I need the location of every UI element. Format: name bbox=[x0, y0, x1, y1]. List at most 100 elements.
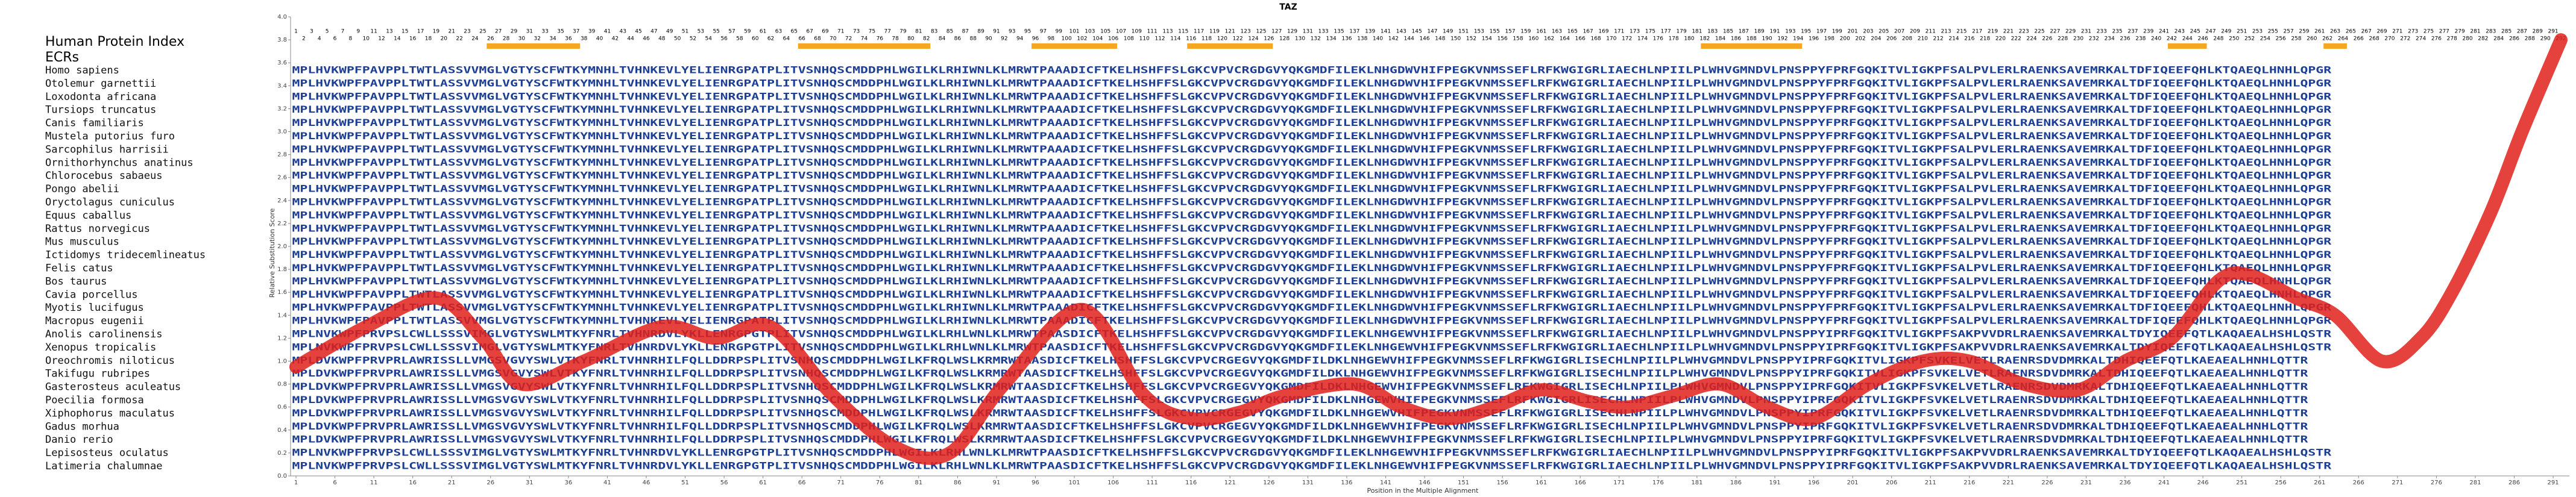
x-tick-label: 121 bbox=[1224, 480, 1236, 486]
x-tick-label: 246 bbox=[2197, 480, 2209, 486]
index-number: 240 bbox=[2151, 36, 2161, 42]
x-tick-label: 181 bbox=[1691, 480, 1702, 486]
x-tick-label: 236 bbox=[2119, 480, 2130, 486]
index-number: 274 bbox=[2416, 36, 2426, 42]
species-name: Otolemur garnettii bbox=[45, 78, 156, 90]
index-number: 136 bbox=[1341, 36, 1352, 42]
index-number: 105 bbox=[1100, 29, 1110, 35]
index-number: 82 bbox=[923, 36, 930, 42]
index-number: 32 bbox=[534, 36, 541, 42]
sequence: MPLDVKWPFPRVPRLAWRISSLLVMGSVGVYSWLVTKYFN… bbox=[292, 394, 2308, 405]
index-number: 225 bbox=[2034, 29, 2044, 35]
x-tick-label: 276 bbox=[2431, 480, 2442, 486]
species-name: Bos taurus bbox=[45, 275, 107, 287]
y-tick-label: 3.0 bbox=[277, 129, 287, 136]
sequence: MPLDVKWPFPRVPRLAWRISSLLVMGSVGVYSWLVTKYFN… bbox=[292, 420, 2308, 432]
x-tick-label: 36 bbox=[565, 480, 573, 486]
index-number: 81 bbox=[915, 29, 922, 35]
index-number: 50 bbox=[674, 36, 681, 42]
index-number: 145 bbox=[1412, 29, 1422, 35]
index-number: 203 bbox=[1863, 29, 1873, 35]
x-tick-label: 131 bbox=[1302, 480, 1314, 486]
y-tick-label: 2.8 bbox=[277, 152, 287, 158]
y-tick-label: 3.6 bbox=[277, 60, 287, 66]
index-number: 178 bbox=[1669, 36, 1679, 42]
x-tick-label: 21 bbox=[448, 480, 456, 486]
index-number: 121 bbox=[1225, 29, 1235, 35]
index-number: 30 bbox=[518, 36, 526, 42]
index-number: 84 bbox=[939, 36, 946, 42]
index-number: 227 bbox=[2050, 29, 2060, 35]
index-number: 137 bbox=[1349, 29, 1359, 35]
y-tick-label: 2.2 bbox=[277, 220, 287, 227]
index-number: 59 bbox=[744, 29, 751, 35]
index-number: 25 bbox=[479, 29, 486, 35]
index-number: 285 bbox=[2501, 29, 2511, 35]
index-number: 182 bbox=[1699, 36, 1710, 42]
index-number: 262 bbox=[2322, 36, 2332, 42]
index-number: 119 bbox=[1209, 29, 1220, 35]
index-number: 109 bbox=[1132, 29, 1142, 35]
index-number: 254 bbox=[2260, 36, 2270, 42]
index-number: 241 bbox=[2159, 29, 2169, 35]
index-number: 288 bbox=[2525, 36, 2535, 42]
index-number: 276 bbox=[2431, 36, 2442, 42]
index-number: 117 bbox=[1194, 29, 1204, 35]
index-number: 163 bbox=[1552, 29, 1562, 35]
index-number: 78 bbox=[892, 36, 899, 42]
species-name: Chlorocebus sabaeus bbox=[45, 170, 162, 182]
index-number: 171 bbox=[1614, 29, 1624, 35]
index-number: 80 bbox=[907, 36, 915, 42]
index-number: 126 bbox=[1264, 36, 1274, 42]
index-number: 207 bbox=[1894, 29, 1904, 35]
index-number: 21 bbox=[448, 29, 455, 35]
index-number: 99 bbox=[1056, 29, 1063, 35]
index-number: 112 bbox=[1154, 36, 1165, 42]
index-number: 138 bbox=[1357, 36, 1367, 42]
index-number: 217 bbox=[1972, 29, 1982, 35]
y-tick-label: 1.8 bbox=[277, 266, 287, 273]
index-number: 284 bbox=[2493, 36, 2504, 42]
ecr-bar bbox=[798, 43, 931, 49]
x-tick-label: 176 bbox=[1652, 480, 1664, 486]
index-number: 49 bbox=[666, 29, 673, 35]
index-number: 62 bbox=[767, 36, 774, 42]
index-number: 245 bbox=[2190, 29, 2200, 35]
sequence: MPLHVKWPFPAVPPLTWTLASSVVMGLVGTYSCFWTKYMN… bbox=[292, 90, 2332, 102]
index-number: 243 bbox=[2174, 29, 2185, 35]
x-axis-label: Position in the Multiple Alignment bbox=[1367, 487, 1479, 495]
index-number: 104 bbox=[1092, 36, 1103, 42]
index-number: 279 bbox=[2455, 29, 2465, 35]
x-tick-label: 91 bbox=[993, 480, 1001, 486]
x-tick-label: 241 bbox=[2158, 480, 2170, 486]
index-number: 52 bbox=[690, 36, 696, 42]
index-number: 218 bbox=[1980, 36, 1990, 42]
index-number: 184 bbox=[1715, 36, 1725, 42]
index-number: 111 bbox=[1147, 29, 1157, 35]
index-number: 258 bbox=[2291, 36, 2301, 42]
index-number: 165 bbox=[1567, 29, 1578, 35]
species-name: Lepisosteus oculatus bbox=[45, 447, 169, 459]
x-tick-label: 166 bbox=[1575, 480, 1586, 486]
index-number: 256 bbox=[2276, 36, 2286, 42]
species-name: Felis catus bbox=[45, 263, 113, 275]
index-number: 283 bbox=[2486, 29, 2496, 35]
index-number: 114 bbox=[1170, 36, 1180, 42]
index-number: 23 bbox=[464, 29, 470, 35]
index-number: 63 bbox=[775, 29, 782, 35]
chart-title: TAZ bbox=[1279, 2, 1297, 12]
index-number: 47 bbox=[650, 29, 657, 35]
index-number: 144 bbox=[1404, 36, 1414, 42]
index-number: 140 bbox=[1373, 36, 1383, 42]
index-number: 289 bbox=[2533, 29, 2543, 35]
score-line bbox=[289, 33, 2568, 465]
index-number: 158 bbox=[1513, 36, 1523, 42]
index-number: 202 bbox=[1855, 36, 1865, 42]
sequence: MPLHVKWPFPAVPPLTWTLASSVVMGLVGTYSCFWTKYMN… bbox=[292, 130, 2332, 142]
x-tick-label: 66 bbox=[798, 480, 806, 486]
species-name: Ornithorhynchus anatinus bbox=[45, 157, 194, 169]
index-number: 11 bbox=[370, 29, 377, 35]
index-number: 236 bbox=[2120, 36, 2130, 42]
index-number: 186 bbox=[1731, 36, 1741, 42]
x-tick-label: 111 bbox=[1147, 480, 1158, 486]
